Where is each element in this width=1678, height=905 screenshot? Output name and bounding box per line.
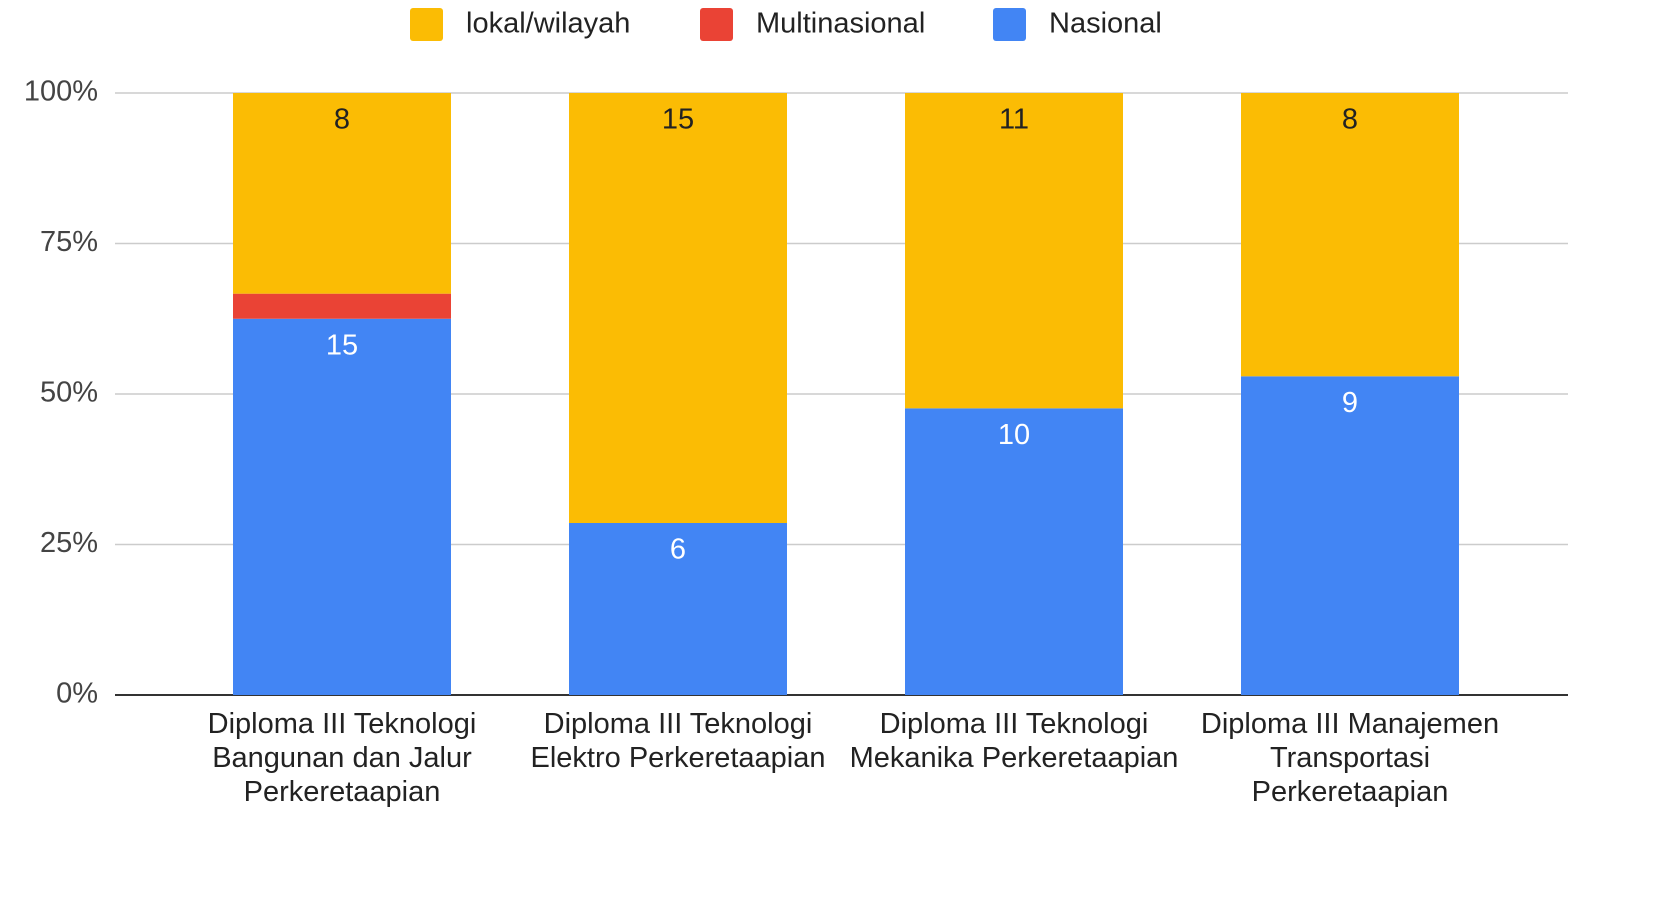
- data-label: 11: [999, 104, 1029, 136]
- y-tick-label: 75%: [40, 226, 98, 258]
- x-tick-label: Diploma III Teknologi Bangunan dan Jalur…: [207, 708, 477, 808]
- bar-segment: [233, 293, 451, 319]
- legend-swatch: [993, 8, 1026, 41]
- bar-segment: [233, 318, 451, 695]
- legend-swatch: [410, 8, 443, 41]
- bar-segment: [1241, 93, 1459, 377]
- x-label-box: Diploma III Teknologi Bangunan dan Jalur…: [207, 708, 477, 808]
- x-label-box: Diploma III Teknologi Elektro Perkeretaa…: [530, 708, 826, 774]
- data-label: 8: [1342, 104, 1358, 136]
- bar-segment: [1241, 376, 1459, 695]
- legend-swatch: [700, 8, 733, 41]
- legend-label: Nasional: [1049, 8, 1162, 40]
- data-label: 10: [998, 419, 1030, 451]
- bar-segment: [905, 93, 1123, 409]
- legend-label: Multinasional: [756, 8, 925, 40]
- data-label: 15: [662, 104, 694, 136]
- x-tick-label: Diploma III Teknologi Mekanika Perkereta…: [849, 708, 1179, 774]
- y-tick-label: 25%: [40, 527, 98, 559]
- bar-segment: [569, 93, 787, 523]
- y-tick-label: 0%: [56, 678, 98, 710]
- x-tick-label: Diploma III Manajemen Transportasi Perke…: [1200, 708, 1500, 808]
- bar-segment: [233, 93, 451, 294]
- data-label: 6: [670, 534, 686, 566]
- legend-label: lokal/wilayah: [466, 8, 630, 40]
- x-label-box: Diploma III Teknologi Mekanika Perkereta…: [849, 708, 1179, 774]
- x-label-box: Diploma III Manajemen Transportasi Perke…: [1200, 708, 1500, 808]
- data-label: 15: [326, 329, 358, 361]
- bar-segment: [569, 523, 787, 695]
- x-tick-label: Diploma III Teknologi Elektro Perkeretaa…: [530, 708, 826, 774]
- y-tick-label: 50%: [40, 377, 98, 409]
- data-label: 8: [334, 104, 350, 136]
- y-tick-label: 100%: [24, 76, 98, 108]
- bar-segment: [905, 408, 1123, 695]
- data-label: 9: [1342, 387, 1358, 419]
